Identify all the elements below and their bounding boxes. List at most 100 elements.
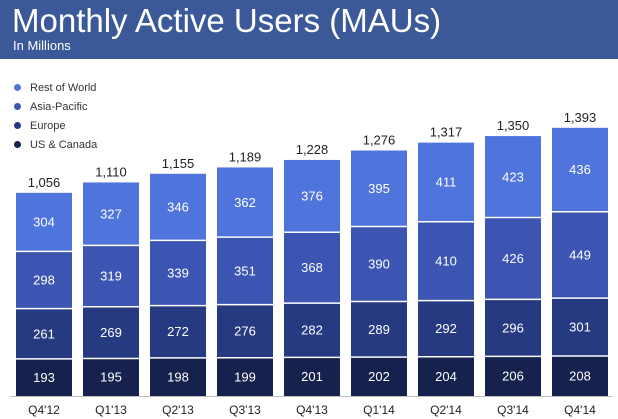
bar-group-q3-14: 206 296 426 423 1,350 Q3'14 [485,118,541,417]
data-label-rest-of-world-q3-13: 362 [234,195,256,210]
legend-item-asia-pacific: Asia-Pacific [14,98,97,117]
bar-segment-europe-q4-14 [552,298,608,356]
bar-segment-us-canada-q4-13 [284,357,340,396]
bar-segment-europe-q4-12 [16,308,72,359]
data-label-rest-of-world-q3-14: 423 [502,169,524,184]
legend-label-rest-of-world: Rest of World [30,82,97,94]
total-label-q3-13: 1,189 [229,149,262,164]
bar-segment-rest-of-world-q4-12 [16,192,72,252]
x-tick-label-q1-13: Q1'13 [95,403,127,417]
x-tick-label-q2-13: Q2'13 [162,403,194,417]
bar-segment-europe-q4-13 [284,303,340,358]
data-label-asia-pacific-q4-12: 298 [33,272,55,287]
data-label-europe-q3-14: 296 [502,320,524,335]
data-label-us-canada-q3-13: 199 [234,369,256,384]
legend-item-us-canada: US & Canada [14,136,97,155]
bar-segment-us-canada-q3-13 [217,357,273,396]
total-label-q3-14: 1,350 [497,118,530,133]
bar-segment-asia-pacific-q4-13 [284,232,340,304]
data-label-rest-of-world-q2-13: 346 [167,200,189,215]
legend-item-europe: Europe [14,117,97,136]
bar-segment-asia-pacific-q2-14 [418,221,474,301]
data-label-us-canada-q2-13: 198 [167,369,189,384]
data-label-rest-of-world-q1-13: 327 [100,206,122,221]
data-label-europe-q2-13: 272 [167,324,189,339]
chart-subtitle: In Millions [13,38,71,53]
total-label-q1-14: 1,276 [363,133,396,148]
data-label-asia-pacific-q2-14: 410 [435,254,457,269]
data-label-asia-pacific-q4-14: 449 [569,247,591,262]
bar-segment-asia-pacific-q1-14 [351,226,407,302]
bar-group-q3-13: 199 276 351 362 1,189 Q3'13 [217,149,273,417]
bar-segment-europe-q3-14 [485,299,541,357]
data-label-asia-pacific-q1-14: 390 [368,257,390,272]
total-label-q4-14: 1,393 [564,110,597,125]
bar-segment-europe-q3-13 [217,304,273,358]
data-label-us-canada-q1-13: 195 [100,370,122,385]
total-label-q4-12: 1,056 [28,175,61,190]
bar-segment-us-canada-q4-12 [16,358,72,396]
total-label-q2-14: 1,317 [430,125,463,140]
data-label-us-canada-q2-14: 204 [435,369,457,384]
x-tick-label-q3-13: Q3'13 [229,403,261,417]
x-tick-label-q4-13: Q4'13 [296,403,328,417]
bar-segment-asia-pacific-q4-12 [16,251,72,309]
legend-swatch-us-canada [14,140,21,148]
bar-segment-asia-pacific-q2-13 [150,240,206,306]
data-label-europe-q4-14: 301 [569,320,591,335]
bar-segment-us-canada-q1-13 [83,358,139,396]
x-tick-label-q1-14: Q1'14 [363,403,395,417]
data-label-europe-q4-13: 282 [301,323,323,338]
data-label-rest-of-world-q4-12: 304 [33,215,55,230]
data-label-us-canada-q1-14: 202 [368,369,390,384]
data-label-europe-q4-12: 261 [33,326,55,341]
data-label-rest-of-world-q2-14: 411 [436,175,457,190]
data-label-rest-of-world-q4-13: 376 [301,189,323,204]
data-label-europe-q2-14: 292 [435,321,457,336]
bar-group-q1-13: 195 269 319 327 1,110 Q1'13 [83,164,139,417]
header-banner: Monthly Active Users (MAUs) In Millions [0,0,618,59]
x-tick-label-q3-14: Q3'14 [497,403,529,417]
total-label-q4-13: 1,228 [296,142,329,157]
bar-segment-rest-of-world-q1-14 [351,150,407,227]
bar-segment-europe-q1-14 [351,301,407,358]
bar-segment-us-canada-q3-14 [485,356,541,396]
bar-group-q2-14: 204 292 410 411 1,317 Q2'14 [418,125,474,417]
bar-segment-us-canada-q2-14 [418,356,474,396]
bar-group-q4-12: 193 261 298 304 1,056 Q4'12 [16,175,72,417]
data-label-asia-pacific-q3-13: 351 [234,263,256,278]
data-label-rest-of-world-q4-14: 436 [569,162,591,177]
legend-label-us-canada: US & Canada [30,139,98,151]
data-label-asia-pacific-q3-14: 426 [502,251,524,266]
bar-segment-rest-of-world-q2-14 [418,142,474,222]
data-label-europe-q1-13: 269 [100,325,122,340]
legend-item-rest-of-world: Rest of World [14,79,97,98]
bar-group-q2-13: 198 272 339 346 1,155 Q2'13 [150,156,206,417]
bar-segment-rest-of-world-q1-13 [83,182,139,246]
legend-swatch-europe [14,121,21,129]
bar-segment-rest-of-world-q4-13 [284,159,340,233]
data-label-us-canada-q4-14: 208 [569,368,591,383]
bar-segment-rest-of-world-q3-13 [217,167,273,238]
x-tick-label-q4-14: Q4'14 [564,403,596,417]
legend-swatch-asia-pacific [14,102,21,110]
bar-segment-us-canada-q4-14 [552,355,608,396]
bar-segment-asia-pacific-q4-14 [552,211,608,299]
data-label-asia-pacific-q4-13: 368 [301,260,323,275]
bar-segment-rest-of-world-q2-13 [150,173,206,241]
bar-segment-asia-pacific-q1-13 [83,245,139,307]
bar-segment-rest-of-world-q4-14 [552,127,608,212]
legend: Rest of World Asia-Pacific Europe US & C… [14,79,97,155]
bar-group-q4-14: 208 301 449 436 1,393 Q4'14 [552,110,608,417]
data-label-europe-q3-13: 276 [234,324,256,339]
bar-segment-rest-of-world-q3-14 [485,136,541,218]
data-label-us-canada-q4-12: 193 [33,370,55,385]
bar-segment-us-canada-q1-14 [351,357,407,396]
bar-segment-asia-pacific-q3-13 [217,237,273,305]
data-label-europe-q1-14: 289 [368,322,390,337]
bar-segment-us-canada-q2-13 [150,357,206,396]
data-label-asia-pacific-q2-13: 339 [167,265,189,280]
bar-segment-asia-pacific-q3-14 [485,217,541,300]
data-label-us-canada-q3-14: 206 [502,369,524,384]
